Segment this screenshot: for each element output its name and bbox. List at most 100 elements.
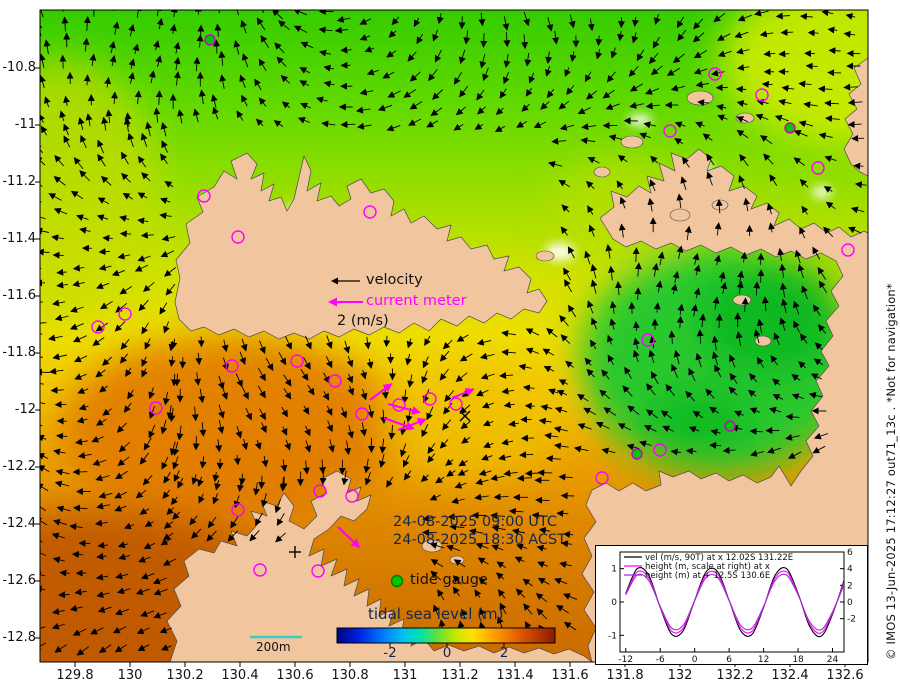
inset-legend-label: height (m, scale at right) at x bbox=[645, 562, 770, 572]
x-tick-label: 130.6 bbox=[276, 668, 314, 683]
colorbar-tick-label: 0 bbox=[442, 645, 452, 661]
y-tick-label: -12 bbox=[14, 402, 36, 417]
colorbar-tickmarks bbox=[389, 643, 505, 647]
land-masses bbox=[166, 57, 868, 662]
tide-gauge-marker bbox=[724, 420, 736, 432]
tide-gauge-marker bbox=[784, 122, 796, 134]
current-meter-marker bbox=[653, 443, 667, 457]
inset-x-tick-label: 12 bbox=[758, 655, 769, 664]
inset-yleft-tick-label: 1 bbox=[611, 565, 617, 575]
inset-yleft-tick-label: -1 bbox=[608, 631, 617, 641]
tide-gauge-legend-dot bbox=[390, 574, 404, 588]
colorbar bbox=[336, 627, 556, 644]
current-meter-marker bbox=[313, 484, 327, 498]
y-tick-label: -12.4 bbox=[2, 516, 36, 531]
current-meter-marker bbox=[363, 205, 377, 219]
inset-x-tick-label: 18 bbox=[792, 655, 804, 664]
x-tick-label: 132 bbox=[667, 668, 693, 683]
site-markers bbox=[289, 410, 471, 558]
current-meter-marker bbox=[345, 489, 359, 503]
current-meter-marker bbox=[225, 359, 239, 373]
x-tick-label: 132.2 bbox=[716, 668, 754, 683]
x-tick-label: 129.8 bbox=[56, 668, 94, 683]
current-meter-marker bbox=[663, 124, 677, 138]
y-tick-label: -12.6 bbox=[2, 573, 36, 588]
x-tick-label: 131 bbox=[392, 668, 418, 683]
current-meter-marker bbox=[355, 407, 369, 421]
y-tick-label: -10.8 bbox=[2, 60, 36, 75]
inset-yright-tick-label: 6 bbox=[847, 548, 853, 558]
y-tick-label: -11.8 bbox=[2, 345, 36, 360]
x-tick-label: 130.4 bbox=[221, 668, 259, 683]
inset-series-line bbox=[625, 573, 844, 631]
current-meter-vectors bbox=[337, 383, 475, 549]
tide-gauge-marker bbox=[204, 34, 216, 46]
current-meter-marker bbox=[149, 401, 163, 415]
x-tick-label: 131.8 bbox=[606, 668, 644, 683]
y-tick-label: -12.2 bbox=[2, 459, 36, 474]
x-tick-label: 131.2 bbox=[441, 668, 479, 683]
inset-x-tick-label: 6 bbox=[726, 655, 732, 664]
y-tick-label: -11.6 bbox=[2, 288, 36, 303]
current-meter-label: current meter bbox=[366, 293, 467, 309]
x-tick-label: 132.4 bbox=[771, 668, 809, 683]
current-meter-marker bbox=[811, 161, 825, 175]
timestamp-local: 24-08-2025 18:30 ACST bbox=[393, 532, 567, 548]
x-tick-label: 131.4 bbox=[496, 668, 534, 683]
colorbar-tick-label: -2 bbox=[383, 645, 397, 661]
x-tick-label: 130.8 bbox=[331, 668, 369, 683]
inset-chart-graphic: -12 -6 0 6 12 18 24 1 0 -1 6 4 2 0 -2 vel (m/s, 90T) at… bbox=[608, 548, 856, 665]
inset-yright-tick-label: -2 bbox=[847, 615, 856, 625]
velocity-arrow-field bbox=[40, 10, 867, 656]
x-tick-label: 132.6 bbox=[826, 668, 864, 683]
current-meter-marker bbox=[253, 563, 267, 577]
y-tick-label: -11.2 bbox=[2, 174, 36, 189]
credit-text: © IMOS 13-Jun-2025 17:12:27 out71_13c . … bbox=[884, 283, 898, 660]
colorbar-tick-label: 2 bbox=[499, 645, 509, 661]
y-tick-label: -11.4 bbox=[2, 231, 36, 246]
tide-gauge-marker bbox=[631, 448, 643, 460]
current-meter-marker bbox=[595, 471, 609, 485]
current-meter-marker bbox=[231, 503, 245, 517]
current-meter-marker bbox=[328, 374, 342, 388]
inset-yright-tick-label: 0 bbox=[847, 598, 853, 608]
inset-x-tick-label: -6 bbox=[656, 655, 665, 664]
plot-frame bbox=[39, 9, 869, 663]
current-meter-marker bbox=[641, 333, 655, 347]
current-meter-marker bbox=[841, 243, 855, 257]
current-meter-marker bbox=[449, 397, 463, 411]
inset-yleft-tick-label: 0 bbox=[611, 598, 617, 608]
land-tiwi-islands bbox=[174, 152, 548, 340]
y-tick-label: -11 bbox=[14, 117, 36, 132]
timestamp-utc: 24-08-2025 09:00 UTC bbox=[393, 514, 558, 530]
inset-yright-tick-label: 4 bbox=[847, 565, 853, 575]
current-meter-marker bbox=[708, 67, 722, 81]
current-meter-marker bbox=[755, 88, 769, 102]
current-meter-marker bbox=[311, 564, 325, 578]
scale-bar-label: 200m bbox=[256, 640, 291, 654]
inset-x-tick-label: 24 bbox=[827, 655, 839, 664]
inset-legend-label: vel (m/s, 90T) at x 12.02S 131.22E bbox=[645, 553, 793, 563]
current-meter-marker bbox=[423, 392, 437, 406]
current-meter-marker bbox=[91, 320, 105, 334]
inset-x-tick-label: 0 bbox=[692, 655, 698, 664]
x-tick-label: 130.2 bbox=[166, 668, 204, 683]
tide-gauge-label: tide gauge bbox=[410, 572, 488, 588]
current-meter-marker bbox=[231, 230, 245, 244]
current-meter-marker bbox=[290, 354, 304, 368]
inset-legend-label: height (m) at + 12.5S 130.6E bbox=[645, 571, 770, 581]
x-tick-label: 130 bbox=[117, 668, 143, 683]
current-meter-marker bbox=[197, 189, 211, 203]
land-cobourg-arnhem bbox=[581, 148, 868, 662]
x-tick-label: 131.6 bbox=[551, 668, 589, 683]
colorbar-title: tidal sea level (m) bbox=[368, 605, 504, 623]
inset-x-tick-label: -12 bbox=[618, 655, 633, 664]
y-tick-label: -12.8 bbox=[2, 630, 36, 645]
current-meter-marker bbox=[118, 307, 132, 321]
velocity-label: velocity bbox=[366, 272, 423, 288]
inset-yright-tick-label: 2 bbox=[847, 581, 853, 591]
land-darwin-mainland bbox=[166, 470, 593, 662]
inset-timeseries-chart: -12 -6 0 6 12 18 24 1 0 -1 6 4 2 0 -2 vel (m/s, 90T) at… bbox=[595, 545, 868, 665]
